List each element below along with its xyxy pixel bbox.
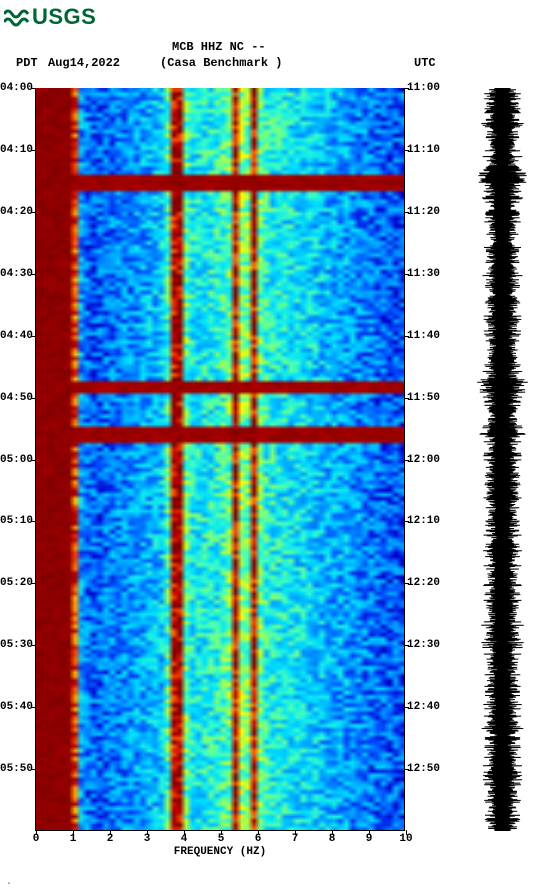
ytick-left: 05:40 — [0, 701, 36, 713]
ytick-left: 05:30 — [0, 639, 36, 651]
ytick-left: 05:50 — [0, 763, 36, 775]
left-timezone: PDT — [16, 56, 38, 70]
ytick-left: 04:20 — [0, 206, 36, 218]
xtick: 2 — [107, 830, 114, 845]
xtick: 3 — [144, 830, 151, 845]
right-timezone: UTC — [414, 56, 436, 70]
ytick-left: 05:20 — [0, 577, 36, 589]
xtick: 0 — [33, 830, 40, 845]
xtick: 7 — [292, 830, 299, 845]
spectrogram-heatmap — [35, 88, 405, 831]
ytick-right: 11:50 — [404, 392, 440, 404]
xtick: 8 — [329, 830, 336, 845]
ytick-left: 04:00 — [0, 82, 36, 94]
usgs-logo: USGS — [4, 4, 96, 30]
xtick: 5 — [218, 830, 225, 845]
ytick-right: 11:30 — [404, 268, 440, 280]
ytick-right: 12:20 — [404, 577, 440, 589]
ytick-right: 11:20 — [404, 206, 440, 218]
ytick-right: 11:00 — [404, 82, 440, 94]
xtick: 6 — [255, 830, 262, 845]
ytick-right: 12:40 — [404, 701, 440, 713]
xtick: 10 — [399, 830, 412, 845]
ytick-left: 05:10 — [0, 515, 36, 527]
ytick-right: 12:10 — [404, 515, 440, 527]
xtick: 4 — [181, 830, 188, 845]
logo-text: USGS — [32, 4, 96, 30]
ytick-right: 12:50 — [404, 763, 440, 775]
date-label: Aug14,2022 — [48, 56, 120, 70]
station-line: MCB HHZ NC -- — [172, 40, 266, 54]
ytick-left: 04:10 — [0, 144, 36, 156]
waveform-svg — [460, 88, 545, 831]
spectrogram-plot — [35, 88, 405, 831]
ytick-left: 04:40 — [0, 330, 36, 342]
waveform-path — [477, 88, 528, 831]
ytick-right: 11:40 — [404, 330, 440, 342]
ytick-left: 04:30 — [0, 268, 36, 280]
ytick-left: 05:00 — [0, 454, 36, 466]
ytick-left: 04:50 — [0, 392, 36, 404]
xtick: 1 — [70, 830, 77, 845]
wave-icon — [4, 6, 30, 28]
footer-mark: . — [6, 877, 12, 888]
waveform-trace — [460, 88, 545, 831]
ytick-right: 12:30 — [404, 639, 440, 651]
subtitle: (Casa Benchmark ) — [160, 56, 282, 70]
xtick: 9 — [366, 830, 373, 845]
x-axis-label: FREQUENCY (HZ) — [174, 846, 266, 858]
ytick-right: 11:10 — [404, 144, 440, 156]
ytick-right: 12:00 — [404, 454, 440, 466]
